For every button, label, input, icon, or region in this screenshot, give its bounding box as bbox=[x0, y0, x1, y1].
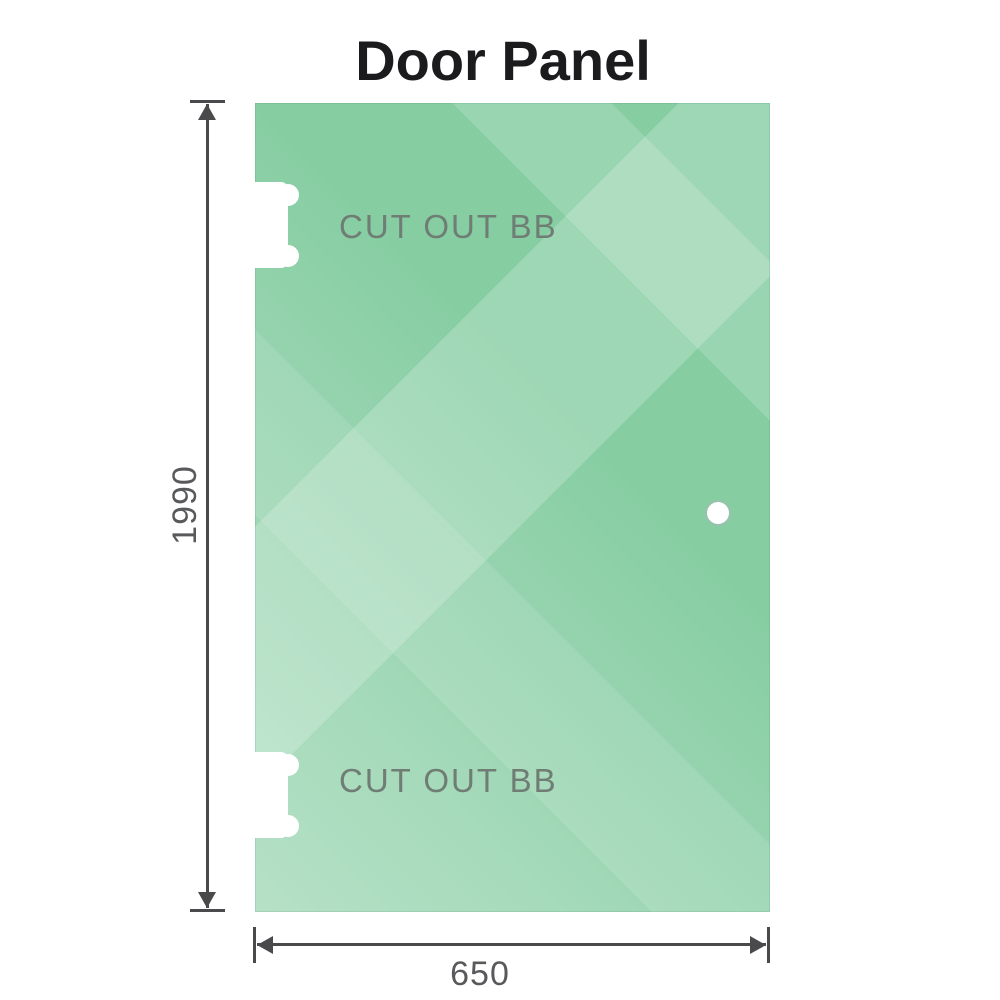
cutout-label-top: CUT OUT BB bbox=[339, 208, 558, 245]
arrow-down-icon bbox=[198, 892, 216, 908]
hinge-cutout-bottom bbox=[255, 752, 301, 838]
cutout-label-bottom: CUT OUT BB bbox=[339, 762, 558, 799]
arrow-right-icon bbox=[750, 936, 766, 954]
cutout-drill-hole bbox=[277, 815, 299, 837]
page-title: Door Panel bbox=[355, 29, 651, 92]
dim-end-tick-top bbox=[190, 100, 225, 103]
dim-end-tick-bottom bbox=[190, 909, 225, 912]
dim-line-vertical bbox=[206, 104, 209, 908]
cutout-drill-hole bbox=[277, 245, 299, 267]
cutout-drill-hole bbox=[277, 184, 299, 206]
dim-end-tick-right bbox=[767, 927, 770, 963]
width-value: 650 bbox=[450, 955, 510, 993]
hinge-cutout-top bbox=[255, 182, 301, 268]
arrow-up-icon bbox=[198, 104, 216, 120]
dim-line-horizontal bbox=[257, 943, 766, 946]
cutout-drill-hole bbox=[277, 754, 299, 776]
glass-panel: CUT OUT BB CUT OUT BB bbox=[255, 103, 770, 912]
height-value: 1990 bbox=[166, 465, 204, 545]
handle-hole bbox=[705, 500, 731, 526]
dim-end-tick-left bbox=[253, 927, 256, 963]
arrow-left-icon bbox=[257, 936, 273, 954]
